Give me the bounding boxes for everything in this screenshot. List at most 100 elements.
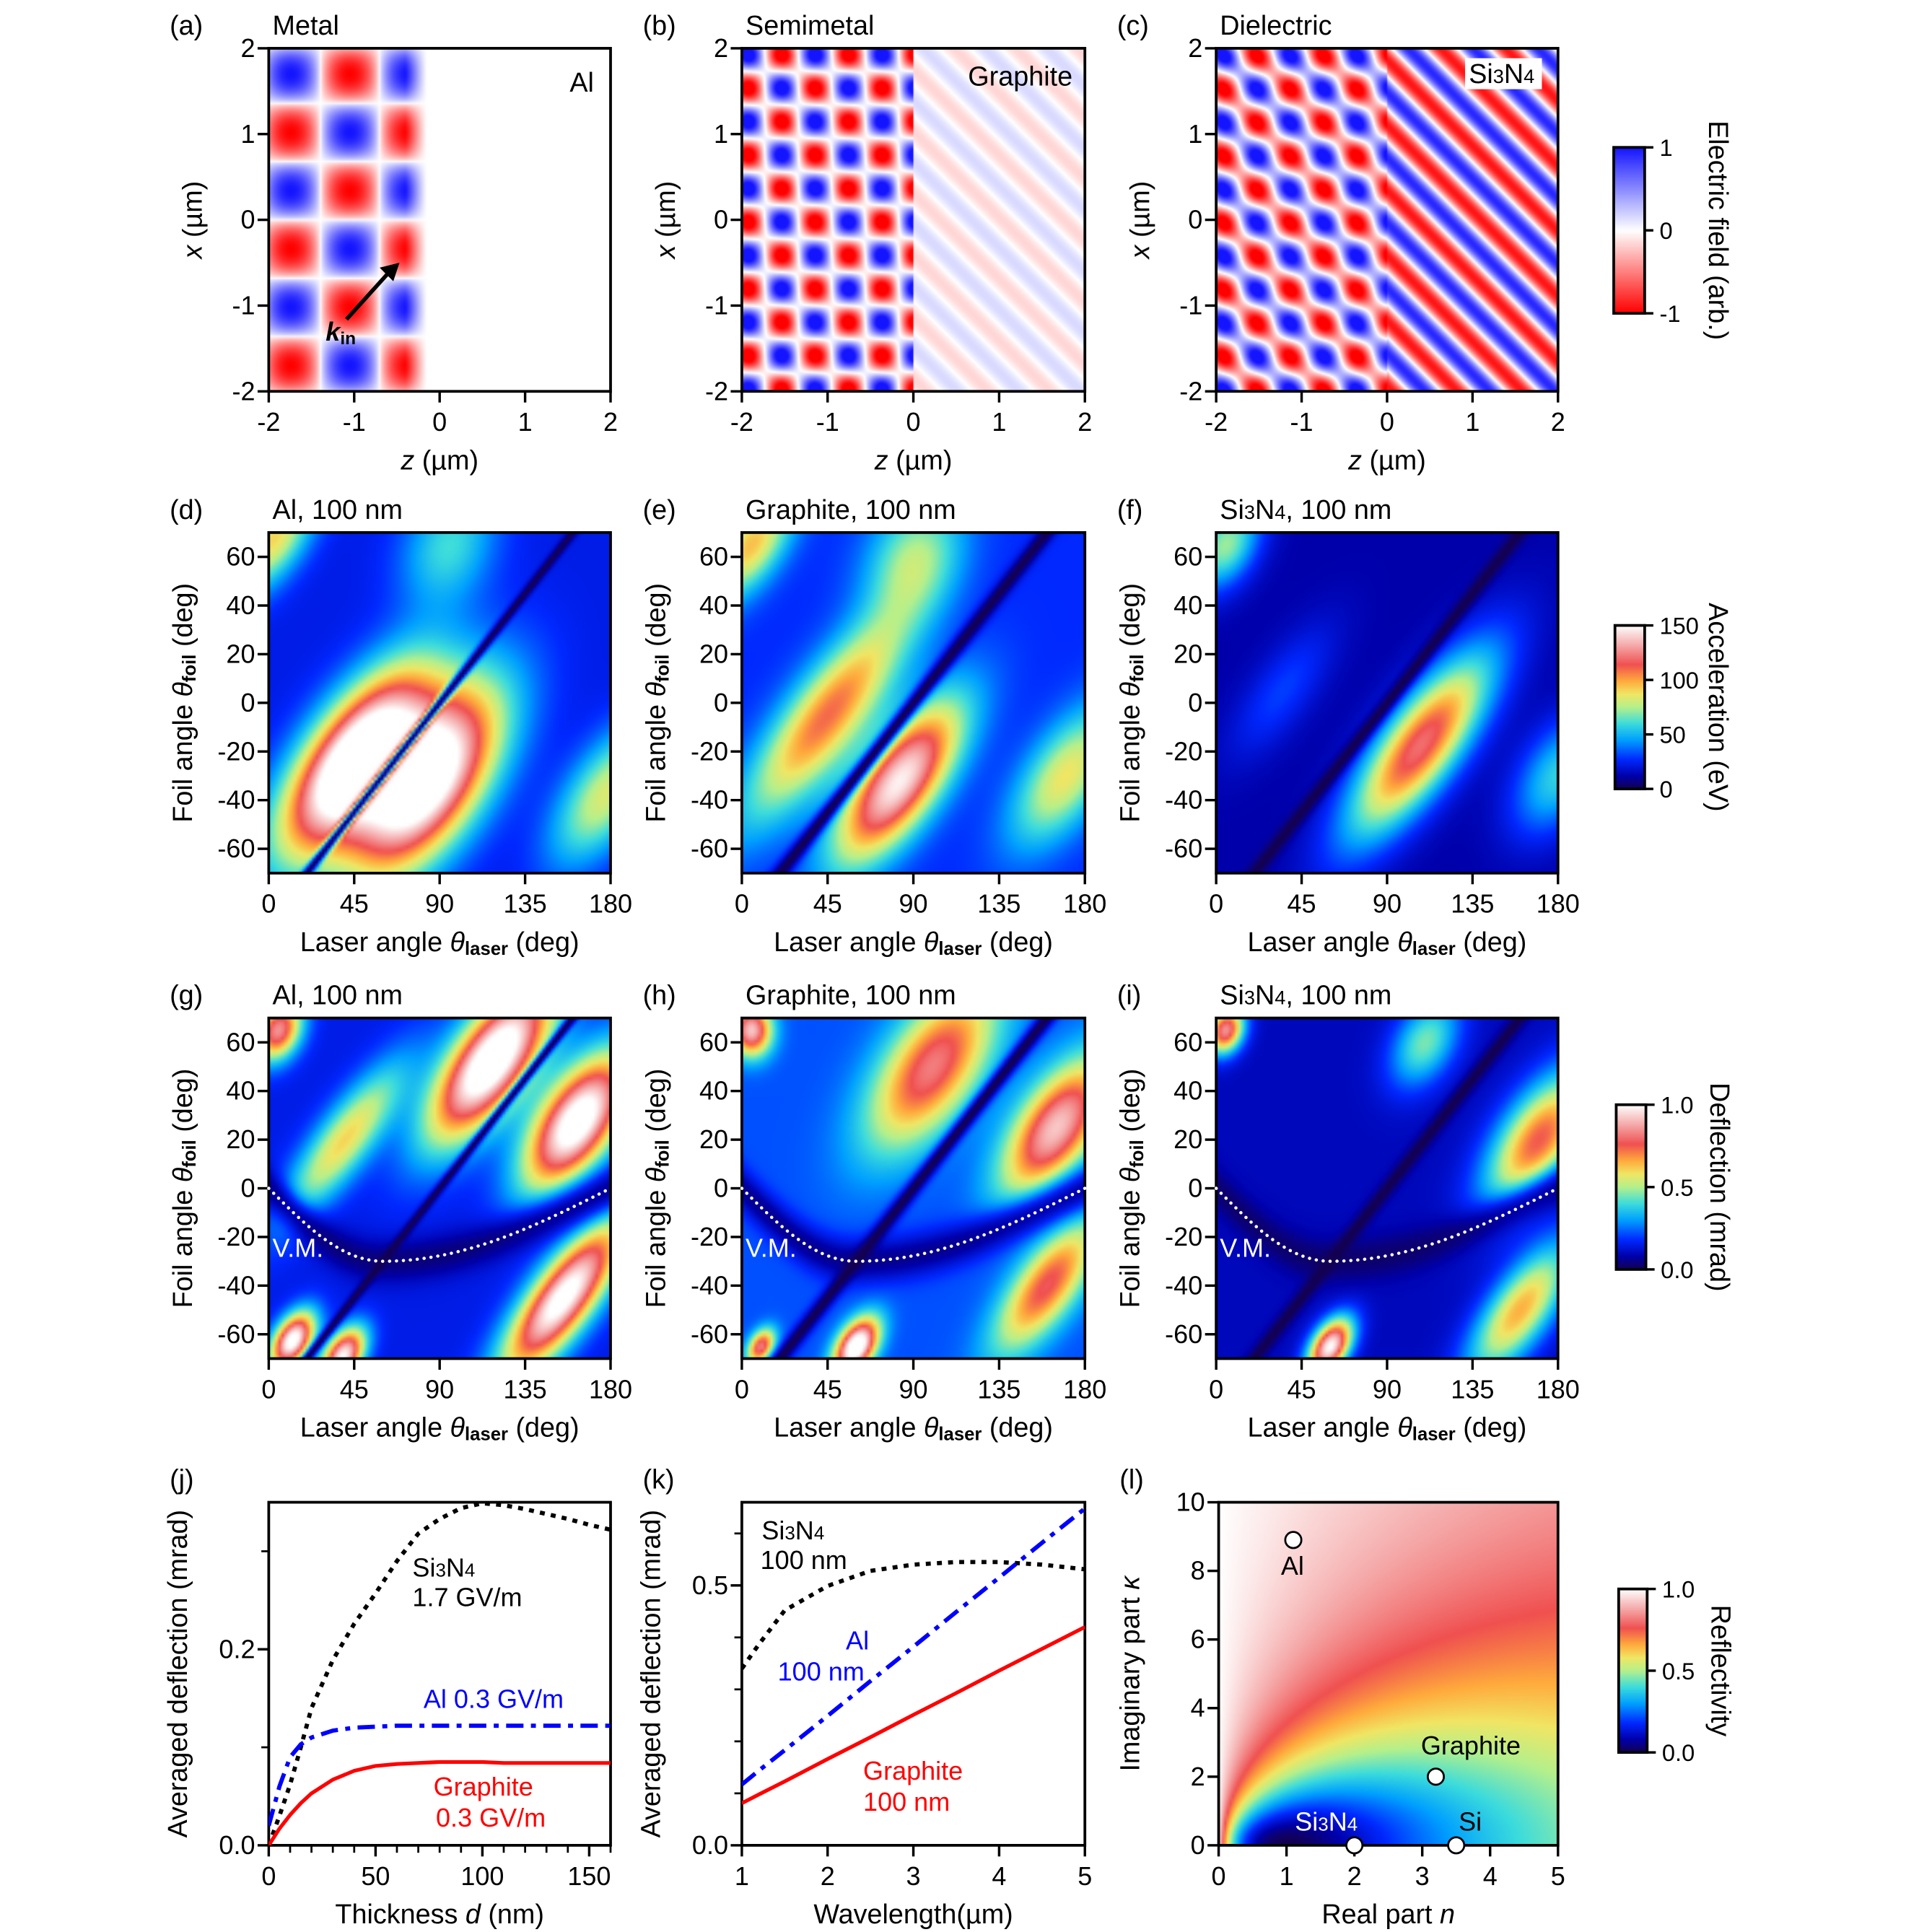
- x-tick-label: 1: [735, 1861, 749, 1891]
- x-tick-label: 0: [261, 889, 276, 919]
- angle-heatmap-h: [741, 1018, 1085, 1359]
- vm-label: V.M.: [746, 1233, 797, 1262]
- panel-label: (e): [643, 494, 676, 525]
- panel-k-axes: 1 2 3 4 5 0.0 0.5 Wavelength(µm) Averaged deflec…: [636, 1464, 1093, 1929]
- y-tick-label: 2: [1191, 1762, 1205, 1791]
- y-tick-label: -60: [691, 834, 728, 863]
- x-axis-title: Real part n: [1321, 1899, 1455, 1929]
- y-tick-label: -40: [217, 1270, 255, 1300]
- y-tick-label: 60: [226, 542, 255, 572]
- x-tick-label: -1: [1290, 407, 1314, 437]
- colorbar-tick-label: 150: [1659, 613, 1698, 639]
- series-label-graphite: 100 nm: [863, 1787, 950, 1817]
- series-label-graphite: Graphite: [863, 1756, 963, 1785]
- plot-frame: [740, 531, 1087, 875]
- x-tick-label: 45: [1288, 1374, 1316, 1404]
- x-tick-label: 0: [1209, 889, 1223, 919]
- y-tick-label: 0: [1191, 1830, 1205, 1860]
- x-tick-label: 2: [821, 1861, 835, 1891]
- angle-heatmap-d: [268, 532, 611, 873]
- y-tick-label: 0.0: [219, 1830, 255, 1860]
- x-tick-label: 0: [432, 407, 447, 437]
- colorbar-tick-label: 0.0: [1662, 1739, 1695, 1766]
- x-tick-label: 2: [1078, 407, 1092, 437]
- x-axis-title: Laser angle θlaser (deg): [300, 1412, 580, 1445]
- series-label-al: Al 0.3 GV/m: [424, 1684, 564, 1713]
- y-tick-label: 0: [240, 688, 255, 717]
- x-tick-label: 45: [813, 1374, 842, 1404]
- panel-title: Semimetal: [746, 10, 874, 40]
- colorbar-tick-label: -1: [1659, 300, 1680, 327]
- x-tick-label: 0: [1209, 1374, 1223, 1404]
- y-tick-label: 60: [1173, 1027, 1202, 1057]
- y-tick-label: 0.0: [692, 1830, 728, 1860]
- label-box: [1465, 58, 1542, 89]
- panel-title: Si3N4, 100 nm: [1220, 494, 1391, 525]
- arrow-head-icon: [380, 263, 400, 281]
- colorbar-tick-label: 0.0: [1661, 1256, 1693, 1283]
- y-tick-label: 40: [699, 1076, 728, 1106]
- y-tick-label: -40: [691, 1270, 728, 1300]
- x-axis-title: Thickness d (nm): [335, 1899, 544, 1929]
- x-tick-label: 135: [504, 1374, 547, 1404]
- x-tick-label: 150: [567, 1861, 611, 1891]
- x-tick-label: 135: [1451, 1374, 1494, 1404]
- panel-title: Al, 100 nm: [273, 494, 403, 525]
- x-tick-label: 0: [261, 1374, 276, 1404]
- y-tick-label: 40: [699, 590, 728, 620]
- series-label-si3n4: Si3N4: [412, 1553, 475, 1583]
- panel-d-axes: 0 45 90 135 180 -60 -40 -20 0 20 40 60 Laser angle θ…: [167, 494, 632, 959]
- plot-frame: [1215, 531, 1560, 875]
- y-tick-label: 0: [1188, 688, 1202, 717]
- x-tick-label: -2: [1205, 407, 1228, 437]
- colorbar-tick-label: 0: [1659, 776, 1672, 803]
- y-tick-label: -1: [1179, 290, 1202, 320]
- panel-title: Metal: [273, 10, 339, 40]
- y-axis-title: Foil angle θfoil (deg): [641, 1069, 673, 1308]
- x-tick-label: 90: [425, 889, 454, 919]
- y-tick-label: 20: [1173, 639, 1202, 668]
- material-point-si: [1447, 1836, 1466, 1855]
- x-tick-label: 45: [340, 889, 369, 919]
- series-line-al: [741, 1506, 1085, 1786]
- y-axis-title: x (µm): [650, 181, 681, 261]
- x-tick-label: 45: [1288, 889, 1316, 919]
- y-tick-label: 4: [1191, 1693, 1205, 1723]
- panel-title: Si3N4, 100 nm: [1220, 980, 1391, 1010]
- material-point-si3n4: [1345, 1836, 1364, 1855]
- y-tick-label: 2: [714, 33, 728, 63]
- x-tick-label: 4: [1483, 1861, 1498, 1891]
- y-tick-label: -20: [691, 736, 728, 766]
- material-point-graphite: [1426, 1767, 1446, 1786]
- colorbar-tick-label: 1.0: [1662, 1576, 1695, 1603]
- y-axis-title: Averaged deflection (mrad): [162, 1510, 193, 1838]
- x-tick-label: 2: [603, 407, 618, 437]
- y-axis-title: x (µm): [1124, 181, 1155, 261]
- material-label-graphite: Graphite: [968, 61, 1072, 91]
- series-label-si3n4: 1.7 GV/m: [412, 1583, 522, 1612]
- y-tick-label: -40: [1165, 785, 1202, 815]
- angle-heatmap-e: [741, 532, 1085, 873]
- y-tick-label: 6: [1191, 1625, 1205, 1654]
- point-label-si: Si: [1459, 1806, 1482, 1836]
- colorbar-title: Acceleration (eV): [1703, 603, 1734, 812]
- colorbar-title: Deflection (mrad): [1705, 1083, 1735, 1292]
- y-tick-label: 10: [1176, 1487, 1205, 1517]
- series-label-si3n4: Si3N4: [761, 1516, 824, 1545]
- x-tick-label: 180: [1063, 889, 1106, 919]
- y-tick-label: -20: [1165, 736, 1202, 766]
- y-tick-label: -1: [232, 290, 255, 320]
- colorbar-frame: [1612, 146, 1646, 315]
- panel-i-axes: 0 45 90 135 180 -60 -40 -20 0 20 40 60 Laser angle θ…: [1115, 980, 1580, 1445]
- y-tick-label: 60: [699, 542, 728, 572]
- plot-frame: [267, 47, 612, 393]
- colorbar-title: Reflectivity: [1706, 1605, 1736, 1737]
- colorbar-title: Electric field (arb.): [1703, 121, 1734, 340]
- colorbar-tick-label: 0: [1659, 217, 1672, 244]
- y-tick-label: 1: [1188, 119, 1202, 149]
- x-tick-label: 0: [261, 1861, 276, 1891]
- colorbar-1-gradient: [1614, 625, 1645, 790]
- vacuum-matching-curve: [1214, 1186, 1560, 1263]
- y-axis-title: Foil angle θfoil (deg): [167, 583, 200, 823]
